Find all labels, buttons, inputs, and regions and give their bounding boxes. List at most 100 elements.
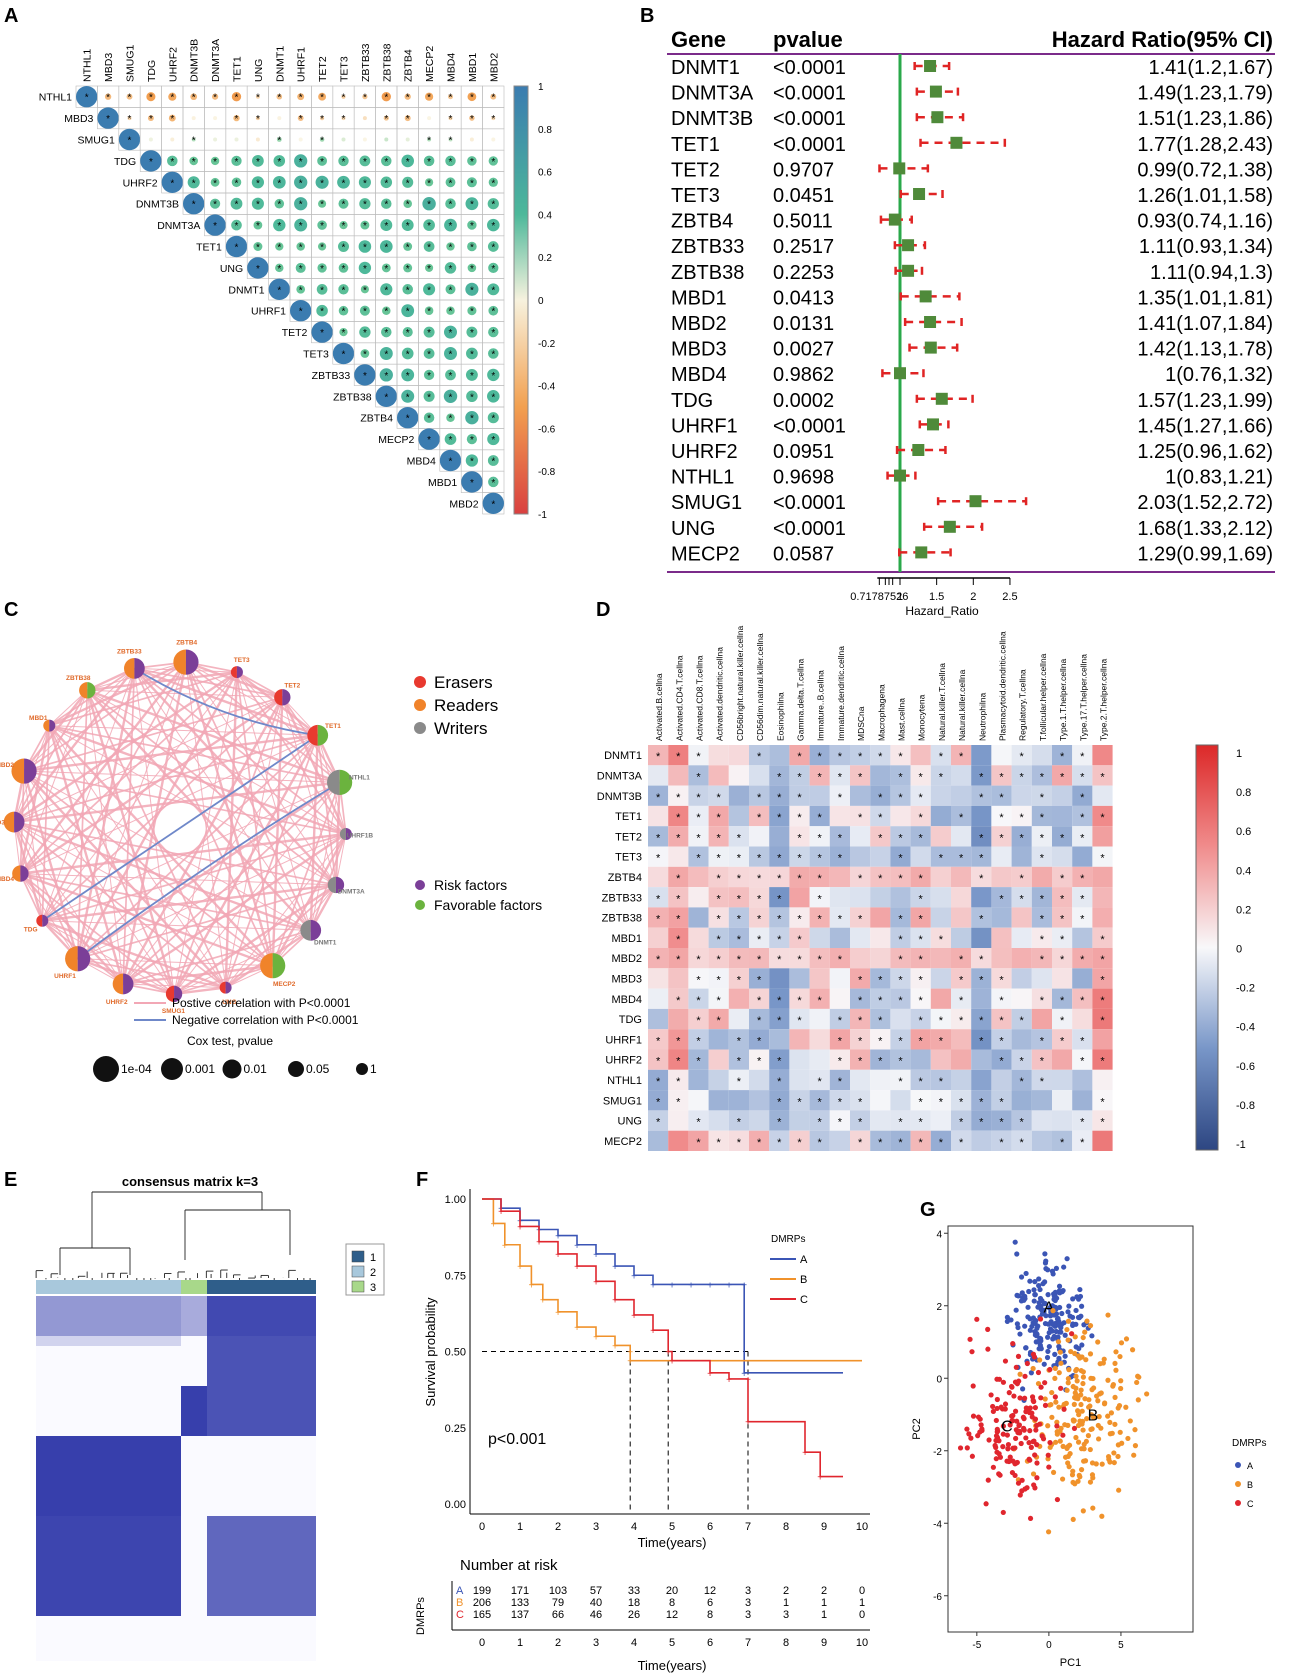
positive-edge (335, 833, 347, 886)
heatmap-cell (870, 948, 891, 969)
correlation-dot (381, 326, 392, 338)
significance-star: * (299, 93, 303, 104)
significance-star: * (384, 264, 388, 275)
x-tick-label: 2 (555, 1521, 561, 1533)
pca-point-B (1064, 1387, 1070, 1393)
heatmap-row-label: UHRF1 (605, 1034, 642, 1046)
row-pvalue: 0.2517 (773, 236, 834, 258)
pca-point-B (1057, 1349, 1063, 1355)
heatmap-cell (749, 765, 770, 786)
row-hr-text: 1.25(0.96,1.62) (1137, 441, 1273, 463)
pca-point-B (1049, 1414, 1055, 1420)
significance-star: * (384, 371, 388, 382)
correlation-dot (148, 137, 153, 142)
heatmap-cell (829, 785, 850, 806)
heatmap-star: * (1080, 1117, 1085, 1129)
significance-star: * (384, 243, 388, 254)
risk-value: 6 (707, 1597, 713, 1609)
heatmap-star: * (898, 1137, 903, 1149)
heatmap-cell (829, 846, 850, 867)
heatmap-cell (890, 1069, 911, 1091)
heatmap-star: * (797, 1096, 802, 1108)
pca-point-C (1024, 1485, 1030, 1491)
heatmap-cell (870, 968, 891, 989)
legend-dot-B (1235, 1481, 1241, 1487)
heatmap-cell (910, 1069, 931, 1091)
pca-point-C (994, 1449, 1000, 1455)
colorbar-tick: 0.8 (1236, 787, 1251, 799)
significance-star: * (427, 178, 431, 189)
significance-star: * (342, 114, 346, 125)
risk-value: 2 (821, 1585, 827, 1597)
significance-star: * (149, 93, 153, 104)
positive-edge (173, 782, 341, 995)
correlation-dot (466, 390, 478, 403)
risk-row-name: B (456, 1597, 463, 1609)
correlation-dot (425, 92, 434, 101)
positive-edge (41, 671, 238, 922)
node-left-half (165, 985, 175, 1003)
heatmap-cell (1072, 1110, 1093, 1131)
pca-point-C (1031, 1354, 1038, 1360)
heatmap-cell (971, 765, 992, 786)
heatmap-cell (769, 1069, 790, 1091)
heatmap-cell (870, 1090, 891, 1111)
legend-label-writers: Writers (434, 719, 488, 738)
heatmap-star: * (757, 954, 762, 966)
correlation-dot (168, 92, 177, 101)
pca-point-B (1045, 1529, 1052, 1535)
positive-edge (184, 661, 274, 967)
heatmap-star: * (1080, 1137, 1085, 1149)
significance-star: * (427, 200, 431, 211)
matrix-row-label: MBD2 (449, 498, 478, 510)
heatmap-star: * (939, 771, 944, 783)
pca-point-A (1062, 1332, 1068, 1338)
hr-marker (902, 264, 915, 277)
pca-point-A (1025, 1314, 1031, 1320)
heatmap-cell (789, 1008, 810, 1030)
censor-mark: + (612, 1341, 618, 1352)
positive-edge (22, 770, 79, 960)
pca-point-B (1057, 1428, 1063, 1434)
correlation-dot (255, 94, 260, 99)
heatmap-star: * (999, 771, 1004, 783)
heatmap-cell (749, 968, 770, 989)
header-gene: Gene (671, 27, 726, 52)
heatmap-star: * (878, 1015, 883, 1027)
hr-marker (943, 520, 956, 533)
negative-edge (133, 667, 318, 737)
row-pvalue: 0.0951 (773, 441, 834, 463)
pca-point-B (1030, 1365, 1036, 1372)
pca-point-B (1123, 1404, 1129, 1410)
heatmap-cell (728, 1090, 749, 1111)
heatmap-cell (951, 866, 972, 888)
positive-edge (122, 734, 319, 985)
significance-star: * (449, 328, 453, 339)
pca-point-C (1014, 1418, 1020, 1424)
correlation-dot (467, 156, 477, 166)
node-label: MBD1 (29, 715, 48, 722)
pca-point-B (1064, 1445, 1070, 1452)
row-pvalue: <0.0001 (773, 108, 846, 130)
heatmap-cell (789, 1029, 810, 1050)
x-tick-label: 9 (821, 1521, 827, 1533)
y-axis-title: Survival probability (423, 1297, 438, 1407)
censor-mark: + (574, 1241, 580, 1252)
heatmap-star: * (696, 792, 701, 804)
risk-value: 12 (704, 1585, 716, 1597)
correlation-dot (213, 116, 218, 121)
hr-marker (929, 85, 942, 98)
risk-x-tick: 4 (631, 1637, 637, 1649)
heatmap-star: * (919, 812, 924, 824)
heatmap-star: * (737, 914, 742, 926)
x-tick-label: 8 (783, 1521, 789, 1533)
matrix-col-label: DNMT3A (210, 39, 222, 82)
heatmap-star: * (696, 1056, 701, 1068)
pca-point-C (978, 1422, 984, 1428)
pca-point-C (1019, 1477, 1025, 1483)
x-tick-label: 1.5 (929, 591, 944, 603)
censor-mark: + (627, 1348, 633, 1359)
heatmap-star: * (1080, 812, 1085, 824)
pca-point-C (1023, 1409, 1029, 1415)
node-left-half (327, 876, 336, 894)
